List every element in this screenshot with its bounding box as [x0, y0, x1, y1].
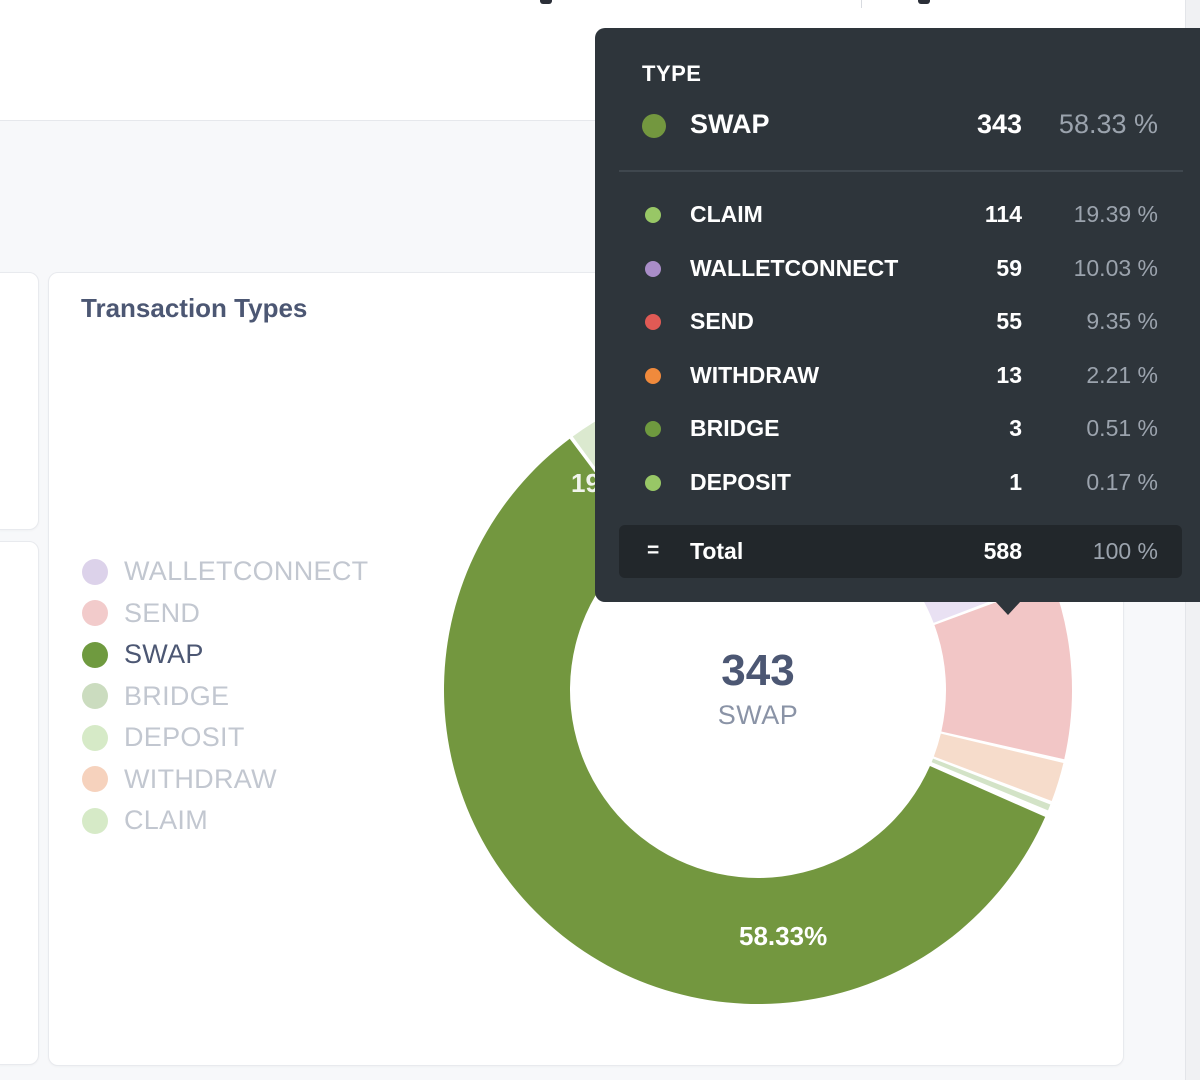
- left-card-upper: [0, 272, 39, 530]
- tooltip-row-pct: 19.39 %: [1073, 201, 1158, 227]
- tooltip-total-pct: 100 %: [1092, 538, 1158, 564]
- tooltip-row-claim: CLAIM 114 19.39 %: [595, 195, 1200, 235]
- donut-center-value: 343: [721, 646, 795, 695]
- tooltip-row-count: 3: [1009, 415, 1022, 441]
- legend-swatch-icon: [82, 600, 108, 627]
- tooltip-swatch-icon: [645, 421, 661, 437]
- tooltip-swatch-icon: [642, 114, 666, 138]
- tooltip-swatch-icon: [645, 260, 661, 277]
- legend-label: SWAP: [124, 639, 204, 670]
- donut-slice-send[interactable]: [934, 581, 1073, 760]
- legend-swatch-icon: [82, 683, 108, 710]
- header-icon-fragment[interactable]: [918, 0, 930, 4]
- tooltip-heading: TYPE: [642, 61, 702, 86]
- tooltip-row-name: WALLETCONNECT: [690, 254, 899, 281]
- equals-icon: =: [647, 539, 660, 562]
- tooltip-swatch-icon: [645, 474, 661, 491]
- tooltip-row-name: DEPOSIT: [690, 468, 791, 495]
- tooltip-row-main: SWAP 343 58.33 %: [595, 106, 1200, 146]
- tooltip-row-withdraw: WITHDRAW 13 2.21 %: [595, 356, 1200, 396]
- donut-slice-withdraw[interactable]: [933, 733, 1064, 802]
- donut-slice-swap[interactable]: [444, 438, 1046, 1005]
- tooltip-row-count: 55: [996, 308, 1022, 334]
- tooltip-row-name: SWAP: [690, 109, 770, 139]
- tooltip-swatch-icon: [645, 314, 661, 330]
- tooltip-row-count: 1: [1009, 468, 1022, 495]
- tooltip-row-pct: 10.03 %: [1073, 254, 1158, 281]
- tooltip-row-name: SEND: [690, 308, 754, 334]
- legend-swatch-icon: [82, 724, 108, 751]
- legend-item-swap[interactable]: SWAP: [82, 634, 368, 676]
- header-divider: [861, 0, 862, 8]
- legend-label: WITHDRAW: [124, 763, 277, 794]
- tooltip-row-count: 343: [976, 109, 1022, 139]
- legend-swatch-icon: [82, 641, 108, 668]
- tooltip-row-walletconnect: WALLETCONNECT 59 10.03 %: [595, 249, 1200, 289]
- tooltip-row-name: BRIDGE: [690, 415, 780, 441]
- legend-item-send[interactable]: SEND: [82, 593, 368, 635]
- tooltip-row-count: 13: [996, 361, 1022, 388]
- tooltip-total-row: = Total 588 100 %: [619, 525, 1182, 578]
- tooltip-row-pct: 2.21 %: [1086, 361, 1158, 388]
- legend-label: DEPOSIT: [124, 722, 245, 753]
- tooltip-divider: [619, 170, 1183, 172]
- legend-swatch-icon: [82, 807, 108, 834]
- tooltip-row-send: SEND 55 9.35 %: [595, 302, 1200, 342]
- chart-legend: WALLETCONNECT SEND SWAP BRIDGE DEPOSIT WITHDR…: [82, 551, 368, 842]
- left-card-lower: [0, 541, 39, 1065]
- card-title: Transaction Types: [81, 293, 308, 323]
- chart-tooltip: TYPE SWAP 343 58.33 % CLAIM 114 19.39 % WAL…: [595, 28, 1200, 615]
- tooltip-total-name: Total: [690, 538, 744, 564]
- tooltip-row-pct: 58.33 %: [1058, 109, 1158, 139]
- slice-label-swap: 58.33%: [739, 921, 828, 951]
- legend-item-bridge[interactable]: BRIDGE: [82, 676, 368, 718]
- legend-label: SEND: [124, 597, 201, 628]
- legend-swatch-icon: [82, 558, 108, 585]
- tooltip-row-pct: 9.35 %: [1086, 308, 1158, 334]
- tooltip-row-name: CLAIM: [690, 201, 763, 227]
- legend-label: CLAIM: [124, 805, 209, 836]
- tooltip-swatch-icon: [645, 207, 661, 223]
- tooltip-row-deposit: DEPOSIT 1 0.17 %: [595, 463, 1200, 503]
- tooltip-total-count: 588: [983, 538, 1022, 564]
- legend-item-walletconnect[interactable]: WALLETCONNECT: [82, 551, 368, 593]
- legend-label: WALLETCONNECT: [124, 556, 369, 587]
- legend-item-deposit[interactable]: DEPOSIT: [82, 717, 368, 759]
- header-fragment: [540, 0, 552, 4]
- legend-item-withdraw[interactable]: WITHDRAW: [82, 759, 368, 801]
- donut-center-label: SWAP: [717, 700, 799, 730]
- tooltip-row-name: WITHDRAW: [690, 361, 820, 388]
- legend-label: BRIDGE: [124, 680, 230, 711]
- legend-swatch-icon: [82, 766, 108, 793]
- tooltip-row-bridge: BRIDGE 3 0.51 %: [595, 409, 1200, 449]
- tooltip-swatch-icon: [645, 367, 661, 384]
- legend-item-claim[interactable]: CLAIM: [82, 800, 368, 842]
- tooltip-row-pct: 0.17 %: [1086, 468, 1158, 495]
- donut-slice-bridge[interactable]: [931, 758, 1051, 811]
- tooltip-row-count: 114: [984, 201, 1022, 227]
- tooltip-row-count: 59: [996, 254, 1022, 281]
- tooltip-row-pct: 0.51 %: [1086, 415, 1158, 441]
